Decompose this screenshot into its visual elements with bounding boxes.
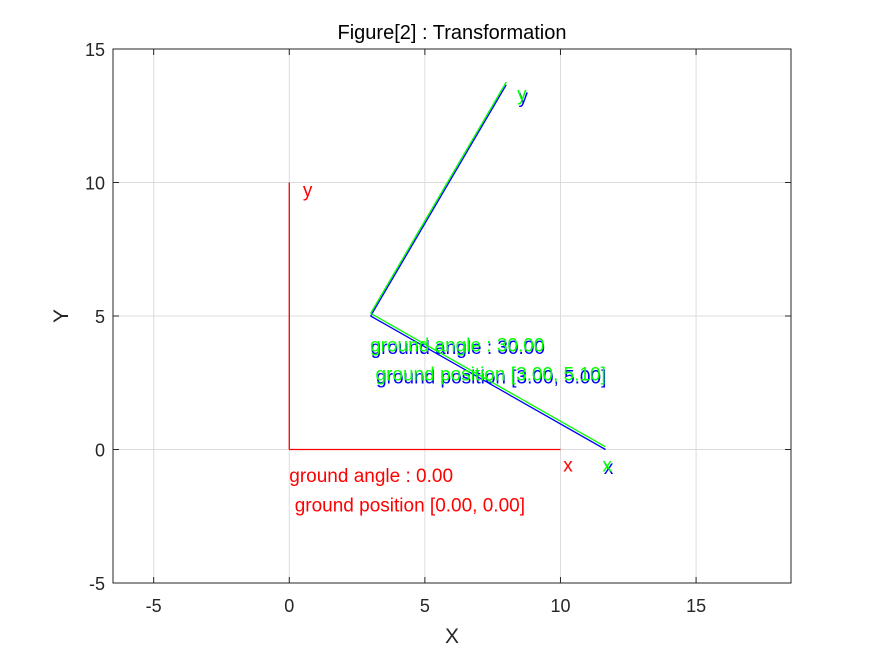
ground-frame-x-axis-label: x <box>563 456 573 477</box>
x-tick-label: 15 <box>686 596 706 616</box>
transformed-frame-blue-position-label: ground position [3.00, 5.00] <box>376 367 606 388</box>
transformed-frame-blue-y-axis-line <box>370 84 507 317</box>
y-tick-label: -5 <box>89 574 105 594</box>
y-tick-label: 15 <box>85 40 105 60</box>
transformed-frame-blue-y-axis-label: y <box>518 87 528 108</box>
transformed-frame-green-y-axis-label: y <box>517 84 527 105</box>
transformed-frame-green-angle-label: ground angle : 30.00 <box>370 335 544 356</box>
transformed-frame-green-position-label: ground position [3.00, 5.10] <box>376 365 606 386</box>
transformed-frame-blue-angle-label: ground angle : 30.00 <box>371 338 545 359</box>
y-tick-label: 0 <box>95 441 105 461</box>
series-layer: x y ground angle : 0.00 ground position [0.… <box>288 81 614 517</box>
ticks: -5 0 5 10 15 -5 0 5 10 15 <box>85 40 791 616</box>
x-tick-label: 5 <box>420 596 430 616</box>
transformed-frame-green-x-axis-label: x <box>603 456 613 477</box>
plot-area: x y ground angle : 0.00 ground position [0.… <box>85 40 792 616</box>
transformed-frame-green-y-axis-line <box>370 81 507 314</box>
x-axis-label: X <box>445 625 459 648</box>
y-axis-label: Y <box>50 309 73 323</box>
ground-frame: x y ground angle : 0.00 ground position [0.… <box>288 181 573 517</box>
ground-frame-position-label: ground position [0.00, 0.00] <box>295 496 525 517</box>
transformed-frame-green-x-axis-line <box>370 312 606 448</box>
transformed-frame-blue-x-axis-label: x <box>604 458 614 479</box>
ground-frame-y-axis-label: y <box>303 181 313 202</box>
x-tick-label: -5 <box>146 596 162 616</box>
y-tick-label: 5 <box>95 307 105 327</box>
x-tick-label: 10 <box>550 596 570 616</box>
transformed-frame-blue-x-axis-line <box>370 315 606 451</box>
y-tick-label: 10 <box>85 174 105 194</box>
transformed-frame-blue: x y ground angle : 30.00 ground position [3… <box>370 84 614 479</box>
transformed-frame-green: x y ground angle : 30.00 ground position [3… <box>370 81 613 477</box>
x-tick-label: 0 <box>284 596 294 616</box>
ground-frame-angle-label: ground angle : 0.00 <box>289 466 453 487</box>
chart-title: Figure[2] : Transformation <box>338 22 567 44</box>
